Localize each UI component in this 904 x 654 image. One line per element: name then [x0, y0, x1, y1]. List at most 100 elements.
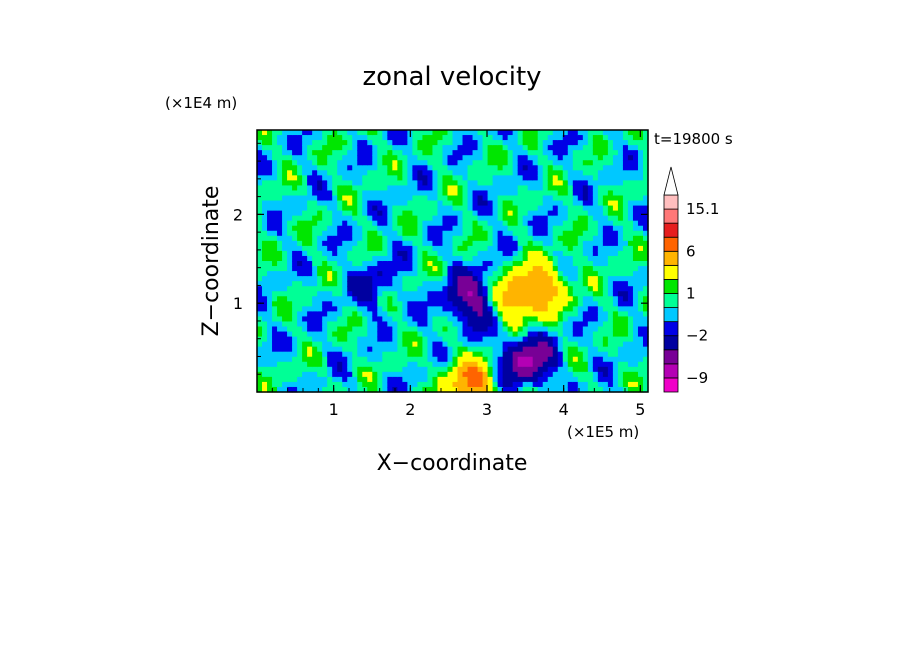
field-cell [482, 245, 489, 252]
field-cell [492, 281, 499, 287]
field-cell [567, 271, 574, 277]
field-cell [342, 200, 348, 207]
field-cell [427, 326, 434, 333]
field-cell [442, 306, 449, 312]
field-cell [397, 230, 403, 237]
field-cell [357, 220, 363, 227]
field-cell [552, 220, 559, 227]
field-cell [447, 281, 454, 287]
field-cell [552, 240, 559, 247]
field-cell [257, 200, 263, 207]
field-cell [387, 165, 393, 171]
field-cell [417, 286, 424, 292]
field-cell [632, 160, 639, 166]
field-cell [407, 351, 413, 358]
field-cell [502, 276, 509, 282]
field-cell [517, 175, 524, 181]
field-cell [477, 321, 484, 328]
field-cell [592, 135, 599, 141]
field-cell [372, 276, 378, 282]
field-cell [462, 235, 469, 242]
field-cell [617, 276, 624, 282]
field-cell [547, 185, 554, 192]
field-cell [367, 316, 373, 323]
field-cell [477, 210, 484, 217]
field-cell [332, 170, 338, 176]
field-cell [437, 175, 444, 181]
field-cell [442, 346, 449, 353]
field-cell [362, 341, 368, 348]
field-cell [357, 266, 363, 272]
field-cell [292, 326, 298, 333]
field-cell [602, 210, 609, 217]
field-cell [312, 250, 318, 257]
field-cell [397, 200, 403, 207]
field-cell [627, 205, 634, 212]
field-cell [267, 326, 273, 333]
field-cell [492, 190, 499, 197]
field-cell [407, 266, 413, 272]
field-cell [407, 321, 413, 328]
field-cell [562, 250, 569, 257]
field-cell [307, 230, 313, 237]
field-cell [532, 250, 539, 257]
field-cell [582, 341, 589, 348]
field-cell [402, 351, 408, 358]
field-cell [387, 266, 393, 272]
field-cell [257, 215, 263, 222]
field-cell [602, 155, 609, 161]
field-cell [257, 165, 263, 171]
field-cell [372, 261, 378, 267]
field-cell [627, 180, 634, 187]
field-cell [637, 245, 644, 252]
field-cell [452, 351, 459, 358]
field-cell [507, 311, 514, 318]
field-cell [262, 276, 268, 282]
field-cell [402, 165, 408, 171]
field-cell [512, 185, 519, 192]
field-cell [532, 155, 539, 161]
field-cell [287, 326, 293, 333]
field-cell [522, 346, 529, 353]
field-cell [632, 240, 639, 247]
field-cell [442, 266, 449, 272]
field-cell [632, 195, 639, 202]
field-cell [287, 190, 293, 197]
field-cell [382, 240, 388, 247]
field-cell [297, 271, 303, 277]
field-cell [627, 245, 634, 252]
field-cell [317, 336, 323, 343]
field-cell [442, 140, 449, 146]
field-cell [557, 351, 564, 358]
field-cell [547, 160, 554, 166]
field-cell [522, 371, 529, 378]
field-cell [627, 296, 634, 302]
field-cell [532, 351, 539, 358]
field-cell [552, 351, 559, 358]
field-cell [602, 145, 609, 151]
field-cell [417, 130, 424, 136]
field-cell [432, 205, 439, 212]
field-cell [487, 140, 494, 146]
field-cell [592, 336, 599, 343]
field-cell [262, 145, 268, 151]
field-cell [577, 130, 584, 136]
field-cell [622, 250, 629, 257]
field-cell [422, 351, 429, 358]
field-cell [312, 281, 318, 287]
field-cell [362, 266, 368, 272]
field-cell [552, 366, 559, 373]
field-cell [352, 286, 358, 292]
field-cell [632, 331, 639, 338]
field-cell [542, 366, 549, 373]
field-cell [322, 376, 328, 383]
field-cell [567, 291, 574, 297]
field-cell [407, 311, 413, 318]
field-cell [607, 190, 614, 197]
field-cell [327, 140, 333, 146]
field-cell [557, 210, 564, 217]
field-cell [627, 145, 634, 151]
field-cell [297, 175, 303, 181]
field-cell [432, 291, 439, 297]
field-cell [557, 195, 564, 202]
